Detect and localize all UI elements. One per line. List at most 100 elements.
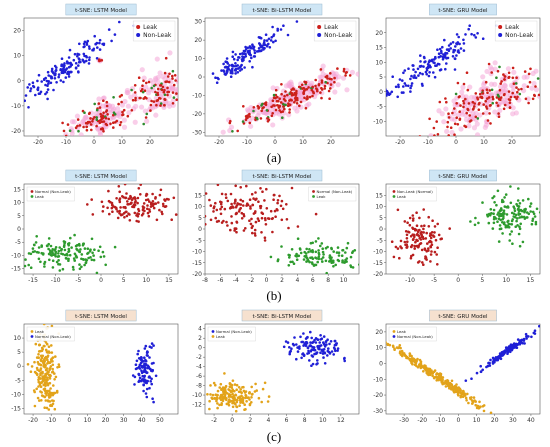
data-point-non-leak [440, 51, 443, 55]
data-point-leak [35, 250, 39, 254]
halo-mark [497, 84, 504, 90]
x-tick-label: 2 [248, 417, 252, 424]
data-point-normal-non-leak- [325, 343, 328, 346]
data-point-leak [239, 388, 242, 391]
data-point-leak [46, 382, 50, 385]
data-point-leak [298, 104, 301, 108]
legend-marker [30, 330, 34, 333]
data-point-leak [216, 389, 220, 393]
data-point-normal-non-leak- [150, 342, 154, 345]
data-point-leak [516, 224, 519, 227]
data-point-normal-non-leak- [251, 203, 255, 207]
halo-mark [63, 132, 69, 136]
data-point-normal-non-leak- [131, 374, 135, 377]
y-tick-label: -15 [373, 260, 383, 267]
data-point-normal-non-leak- [235, 204, 239, 207]
data-point-leak [44, 383, 47, 386]
data-point-non-leak [244, 55, 248, 58]
title-box [429, 3, 497, 16]
data-point-leak [499, 421, 502, 424]
data-point-normal-non-leak- [320, 348, 324, 352]
data-point-leak [508, 106, 512, 110]
data-point-leak [93, 248, 96, 251]
data-point-non-leak [28, 83, 31, 86]
halo-mark [349, 69, 356, 75]
data-point-leak [457, 386, 460, 389]
data-point-leak [33, 404, 37, 408]
data-point-leak [503, 103, 507, 107]
data-point-non-leak [259, 36, 263, 40]
data-point-normal-non-leak- [216, 184, 220, 187]
data-point-leak [400, 353, 404, 356]
data-point-non-leak [98, 41, 101, 45]
data-point-normal-non-leak- [259, 187, 262, 190]
data-point-normal-non-leak- [124, 196, 127, 200]
data-point-leak [241, 396, 245, 399]
data-point-leak [337, 259, 341, 263]
data-point-leak [304, 252, 308, 255]
data-point-leak [54, 255, 57, 258]
chart-panel-a2: -20 -10 0 10 20 -30 -20 -10 0 10 20 30 t-SNE: Bi-LST… [187, 2, 363, 148]
data-point-leak [344, 71, 348, 75]
data-point-leak [405, 356, 408, 360]
data-point-leak [105, 123, 109, 127]
data-point-non-leak [262, 43, 266, 47]
data-point-non-leak [386, 89, 389, 93]
halo-mark [77, 138, 82, 143]
row-label-a: (a) [266, 150, 282, 165]
data-point-leak [528, 80, 532, 84]
data-point-leak [497, 240, 501, 243]
data-point-non-leak-normal- [406, 240, 409, 243]
legend-marker [211, 330, 215, 333]
data-point-non-leak-normal- [429, 260, 432, 263]
data-point-leak [95, 271, 99, 274]
y-tick-label: 10 [194, 56, 202, 63]
data-point-leak [46, 372, 49, 375]
data-point-leak [528, 205, 532, 208]
data-point-leak [52, 399, 55, 403]
data-point-normal-non-leak- [157, 201, 160, 204]
data-point-leak [98, 119, 102, 122]
data-point-leak [288, 256, 291, 259]
data-point-leak [325, 271, 328, 274]
data-point-leak [487, 62, 491, 66]
x-tick-label: 6 [311, 277, 315, 284]
halo-mark [511, 69, 517, 75]
data-point-non-leak-normal- [427, 247, 430, 250]
data-point-non-leak [444, 52, 447, 56]
y-tick-label: 10 [375, 59, 383, 66]
data-point-leak [337, 254, 341, 257]
data-point-normal-non-leak- [143, 362, 146, 365]
x-tick-label: -5 [75, 277, 81, 284]
data-point-leak [277, 99, 280, 103]
data-point-leak [531, 217, 535, 221]
legend-box [26, 186, 75, 202]
data-point-leak [316, 260, 319, 264]
data-point-leak [105, 104, 109, 108]
data-point-non-leak [250, 56, 253, 60]
data-point-non-leak [67, 75, 71, 78]
data-point-leak [114, 275, 117, 278]
data-point-non-leak [481, 37, 485, 40]
data-point-non-leak [46, 84, 49, 87]
data-point-leak [516, 90, 519, 94]
data-point-leak [496, 189, 500, 193]
data-point-leak [279, 110, 283, 114]
legend-marker [30, 195, 34, 198]
data-point-non-leak [57, 75, 60, 79]
data-point-leak [526, 216, 529, 219]
data-point-leak [210, 396, 213, 400]
data-point-normal-non-leak- [315, 352, 318, 355]
data-point-leak [283, 107, 286, 111]
data-point-leak [45, 379, 49, 382]
data-point-leak [102, 130, 105, 133]
data-point-leak [317, 255, 321, 259]
data-point-non-leak [401, 79, 404, 82]
data-point-non-leak [426, 65, 430, 69]
data-point-normal-non-leak- [125, 192, 128, 195]
data-point-non-leak-normal- [396, 247, 400, 250]
data-point-non-leak [295, 20, 299, 23]
data-point-leak [138, 96, 141, 100]
data-point-leak [295, 97, 298, 101]
data-point-leak [154, 90, 157, 94]
